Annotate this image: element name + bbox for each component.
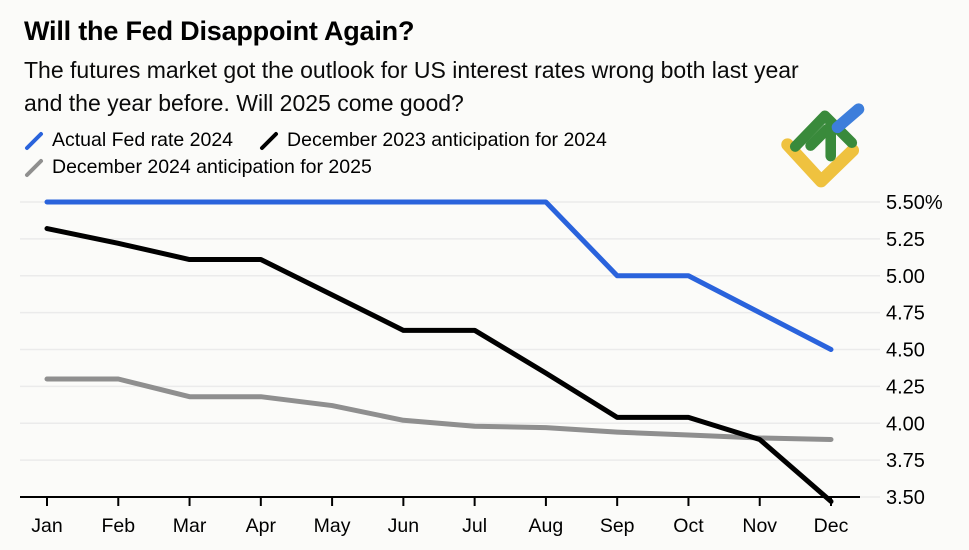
series-line-december-2023-anticipation-for-2024 [44, 226, 834, 504]
legend-slash-line [25, 158, 43, 177]
legend-label: December 2023 anticipation for 2024 [287, 129, 607, 152]
x-axis-month-label: Jan [31, 515, 62, 537]
x-axis-month-label: Feb [101, 515, 135, 537]
y-axis-tick-label: 5.25 [886, 229, 925, 251]
y-axis-tick-label: 5.00 [886, 266, 925, 288]
x-axis-month-label: Jun [388, 515, 419, 537]
x-axis-month-label: Nov [742, 515, 777, 537]
legend-slash-icon [25, 131, 43, 150]
x-axis-month-label: Oct [673, 515, 704, 537]
legend-item-2: December 2024 anticipation for 2025 [24, 156, 372, 179]
logo-green-outer [789, 110, 858, 152]
page-title: Will the Fed Disappoint Again? [24, 16, 415, 46]
legend-label: December 2024 anticipation for 2025 [52, 156, 372, 179]
x-axis-month-label: May [314, 515, 351, 537]
logo-yellow-check [781, 138, 860, 188]
legend-slash-line [25, 131, 43, 150]
legend-slash-icon [260, 131, 279, 150]
y-axis-tick-label: 4.00 [886, 413, 925, 435]
logo-blue-stroke [831, 103, 865, 134]
series-line-december-2024-anticipation-for-2025 [44, 376, 834, 442]
legend-item-1: December 2023 anticipation for 2024 [259, 129, 607, 152]
x-axis-month-label: Dec [814, 515, 849, 537]
x-axis-month-label: Sep [600, 515, 635, 537]
y-axis-tick-label: 4.75 [886, 303, 925, 325]
logo-green-inner [805, 124, 833, 151]
y-axis-tick-label: 5.50% [886, 192, 943, 214]
x-axis-month-label: Aug [529, 515, 564, 537]
x-axis-month-label: Apr [246, 515, 277, 537]
legend-item-0: Actual Fed rate 2024 [24, 129, 233, 152]
legend-label: Actual Fed rate 2024 [52, 129, 234, 152]
legend-slash-line [260, 131, 279, 150]
y-axis-tick-label: 4.25 [886, 376, 925, 398]
y-axis-tick-label: 3.75 [886, 450, 925, 472]
subtitle-line-2: and the year before. Will 2025 come good… [24, 89, 464, 116]
y-axis-tick-label: 4.50 [886, 340, 925, 362]
legend-slash-icon [25, 158, 43, 177]
series-line-actual-fed-rate-2024 [44, 199, 834, 352]
y-axis-tick-label: 3.50 [886, 487, 925, 509]
x-axis-month-label: Mar [173, 515, 207, 537]
chart-legend: Actual Fed rate 2024 December 2023 antici… [24, 129, 764, 179]
litefinance-logo-icon [781, 103, 865, 188]
page-subtitle: The futures market got the outlook for U… [24, 54, 945, 119]
subtitle-line-1: The futures market got the outlook for U… [24, 57, 799, 83]
x-axis-month-label: Jul [462, 515, 487, 537]
